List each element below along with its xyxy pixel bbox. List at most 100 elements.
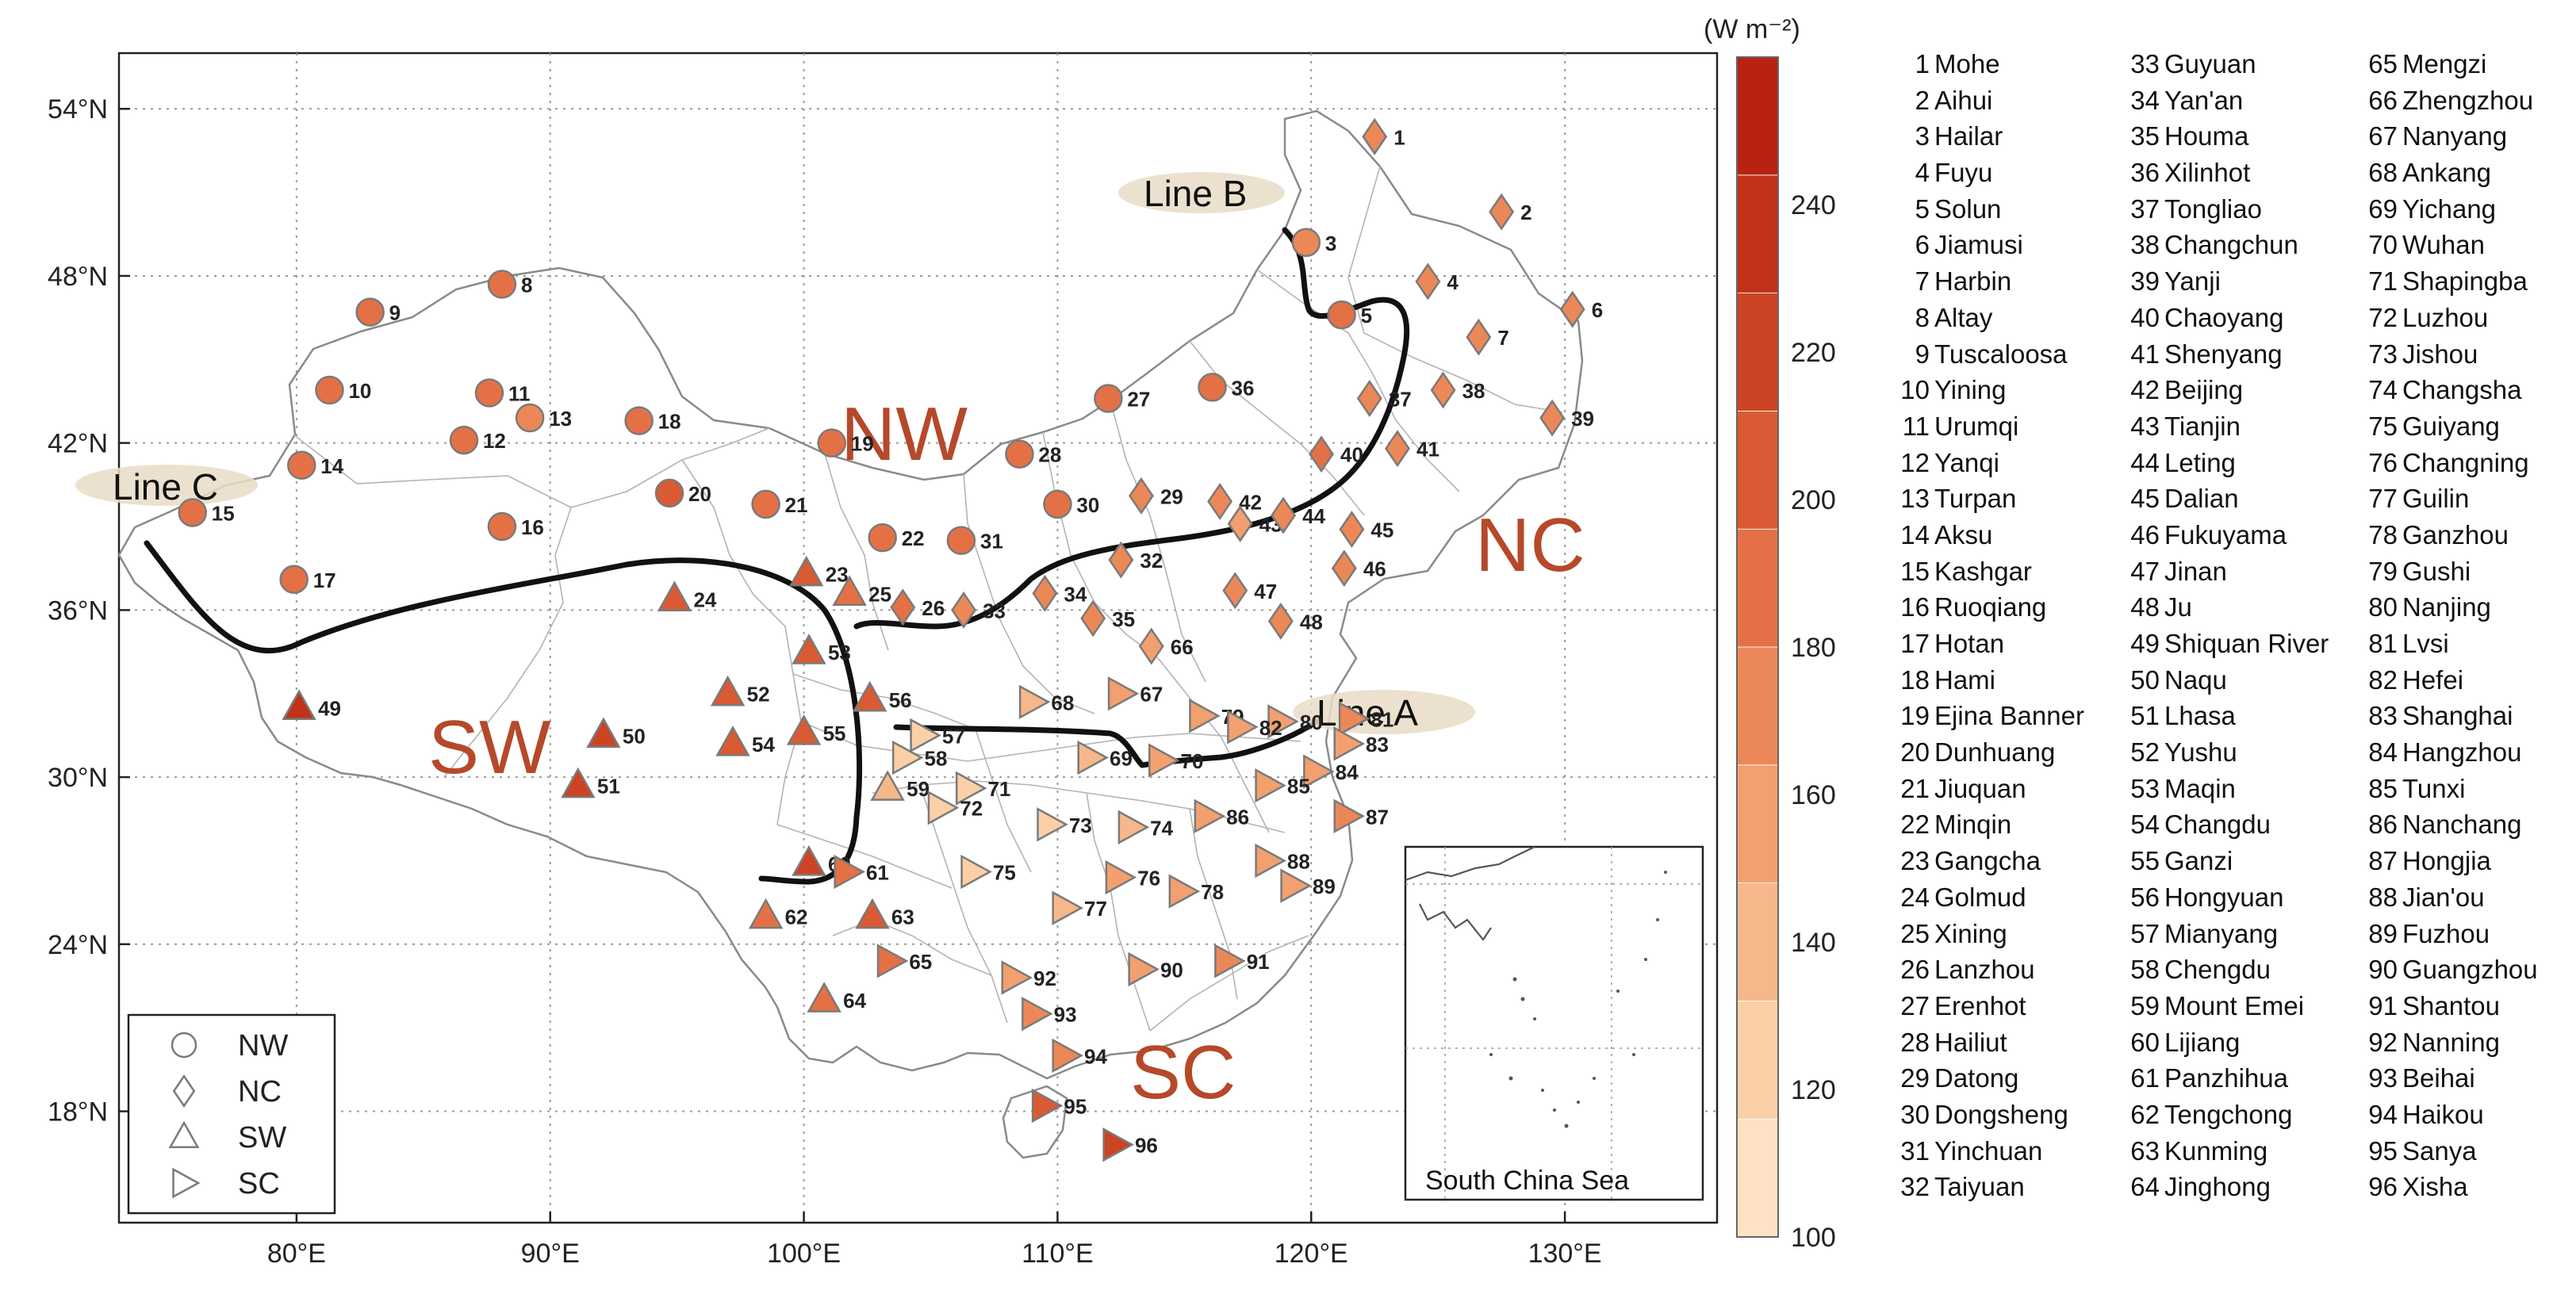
station-list-name: Yan'an bbox=[2164, 85, 2244, 115]
station-marker-83 bbox=[1333, 726, 1366, 761]
station-list-name: Mengzi bbox=[2402, 49, 2487, 78]
station-list-name: Hailar bbox=[1934, 121, 2003, 151]
station-marker-90 bbox=[1128, 951, 1160, 987]
station-list-name: Changsha bbox=[2402, 375, 2522, 405]
station-number-label: 15 bbox=[212, 501, 235, 525]
colorbar-tick-label: 200 bbox=[1791, 485, 1836, 515]
inset-graticule bbox=[1405, 847, 1703, 1200]
station-list-item: 59 Mount Emei bbox=[2129, 988, 2329, 1024]
station-list-item: 94 Haikou bbox=[2367, 1097, 2538, 1133]
station-marker-14 bbox=[287, 450, 316, 481]
station-number-label: 44 bbox=[1302, 504, 1325, 528]
station-list-number: 46 bbox=[2130, 519, 2160, 549]
station-marker-64 bbox=[807, 982, 841, 1013]
station-marker-1 bbox=[1362, 117, 1388, 155]
station-list-item: 81 Lvsi bbox=[2367, 626, 2538, 662]
station-list-number: 95 bbox=[2368, 1135, 2398, 1166]
station-list-column-1: 1 Mohe 2 Aihui 3 Hailar 4 Fuyu 5 Solun 6 Jiamusi 7 Ha… bbox=[1899, 46, 2084, 1205]
station-marker-51 bbox=[561, 767, 596, 798]
station-list-name: Kunming bbox=[2164, 1135, 2268, 1166]
station-marker-81 bbox=[1338, 701, 1370, 737]
station-list-name: Shantou bbox=[2402, 990, 2500, 1020]
station-number-label: 57 bbox=[942, 724, 965, 748]
station-list-name: Hotan bbox=[1934, 629, 2005, 658]
station-list-name: Beijing bbox=[2164, 375, 2244, 405]
station-number-label: 30 bbox=[1076, 493, 1099, 517]
station-number-label: 85 bbox=[1287, 775, 1310, 798]
station-number-label: 72 bbox=[960, 797, 983, 821]
station-number-label: 74 bbox=[1150, 816, 1173, 840]
station-list-number: 28 bbox=[1900, 1027, 1930, 1057]
station-list-number: 94 bbox=[2368, 1099, 2398, 1129]
station-marker-69 bbox=[1077, 740, 1109, 775]
colorbar-segment bbox=[1736, 293, 1779, 412]
station-list-number: 63 bbox=[2130, 1135, 2160, 1166]
station-marker-46 bbox=[1331, 549, 1357, 588]
station-marker-25 bbox=[832, 575, 867, 607]
station-list-number: 64 bbox=[2130, 1172, 2160, 1202]
station-list-item: 72 Luzhou bbox=[2367, 300, 2538, 336]
station-list-item: 67 Nanyang bbox=[2367, 118, 2538, 155]
station-number-label: 88 bbox=[1287, 849, 1310, 873]
colorbar-segment bbox=[1736, 56, 1779, 176]
station-list-item: 17 Hotan bbox=[1899, 626, 2084, 662]
station-marker-53 bbox=[792, 634, 826, 664]
station-list-item: 36 Xilinhot bbox=[2129, 155, 2329, 191]
station-marker-79 bbox=[1189, 699, 1221, 733]
station-number-label: 84 bbox=[1336, 760, 1359, 784]
station-number-label: 26 bbox=[922, 596, 945, 620]
station-list-number: 30 bbox=[1900, 1099, 1930, 1129]
inset-label: South China Sea bbox=[1425, 1166, 1629, 1196]
line-b-highlight bbox=[1118, 172, 1285, 213]
station-number-label: 10 bbox=[348, 379, 371, 403]
station-marker-4 bbox=[1415, 262, 1441, 301]
colorbar-tick-label: 240 bbox=[1791, 190, 1836, 220]
station-marker-20 bbox=[654, 478, 684, 508]
station-list-number: 7 bbox=[1915, 266, 1930, 297]
legend-symbol-nw bbox=[171, 1032, 197, 1059]
station-list-item: 30 Dongsheng bbox=[1899, 1097, 2084, 1133]
station-list-name: Lanzhou bbox=[1934, 955, 2035, 985]
station-list-number: 49 bbox=[2130, 629, 2160, 658]
station-number-label: 90 bbox=[1160, 958, 1183, 982]
line-c-highlight bbox=[75, 465, 258, 506]
station-marker-19 bbox=[817, 428, 847, 458]
station-list-name: Zhengzhou bbox=[2402, 85, 2534, 115]
station-marker-29 bbox=[1128, 477, 1154, 515]
station-list-name: Aksu bbox=[1934, 519, 1993, 549]
station-marker-87 bbox=[1333, 798, 1366, 833]
legend-label-nw: NW bbox=[238, 1029, 288, 1063]
station-list-number: 21 bbox=[1900, 773, 1930, 803]
station-list-number: 48 bbox=[2130, 592, 2160, 622]
station-number-label: 48 bbox=[1300, 610, 1323, 634]
station-number-label: 22 bbox=[902, 526, 925, 550]
station-marker-15 bbox=[178, 498, 208, 527]
station-list-item: 63 Kunming bbox=[2129, 1133, 2329, 1170]
station-list-number: 45 bbox=[2130, 484, 2160, 514]
station-list-item: 91 Shantou bbox=[2367, 988, 2538, 1024]
region-label-sc: SC bbox=[1130, 1030, 1236, 1115]
station-list-number: 23 bbox=[1900, 846, 1930, 876]
station-list-name: Chengdu bbox=[2164, 955, 2271, 985]
station-list-name: Yanji bbox=[2164, 266, 2221, 297]
station-marker-11 bbox=[474, 378, 504, 408]
station-list-item: 21 Jiuquan bbox=[1899, 771, 2084, 807]
station-list-item: 78 Ganzhou bbox=[2367, 517, 2538, 553]
station-marker-26 bbox=[890, 588, 916, 626]
station-number-label: 34 bbox=[1064, 582, 1087, 606]
line-a-path bbox=[893, 718, 1320, 768]
station-number-label: 56 bbox=[889, 688, 912, 712]
station-list-number: 41 bbox=[2130, 339, 2160, 369]
station-marker-34 bbox=[1032, 574, 1058, 612]
station-marker-3 bbox=[1291, 228, 1321, 258]
station-list-name: Sanya bbox=[2402, 1135, 2477, 1166]
station-list-item: 8 Altay bbox=[1899, 300, 2084, 336]
station-number-label: 86 bbox=[1226, 805, 1249, 829]
station-number-label: 6 bbox=[1592, 298, 1603, 322]
station-marker-56 bbox=[853, 680, 887, 712]
station-marker-7 bbox=[1466, 318, 1492, 356]
station-list-number: 14 bbox=[1900, 519, 1930, 549]
station-list-item: 34 Yan'an bbox=[2129, 82, 2329, 119]
station-marker-65 bbox=[876, 944, 909, 978]
station-marker-33 bbox=[951, 591, 977, 629]
